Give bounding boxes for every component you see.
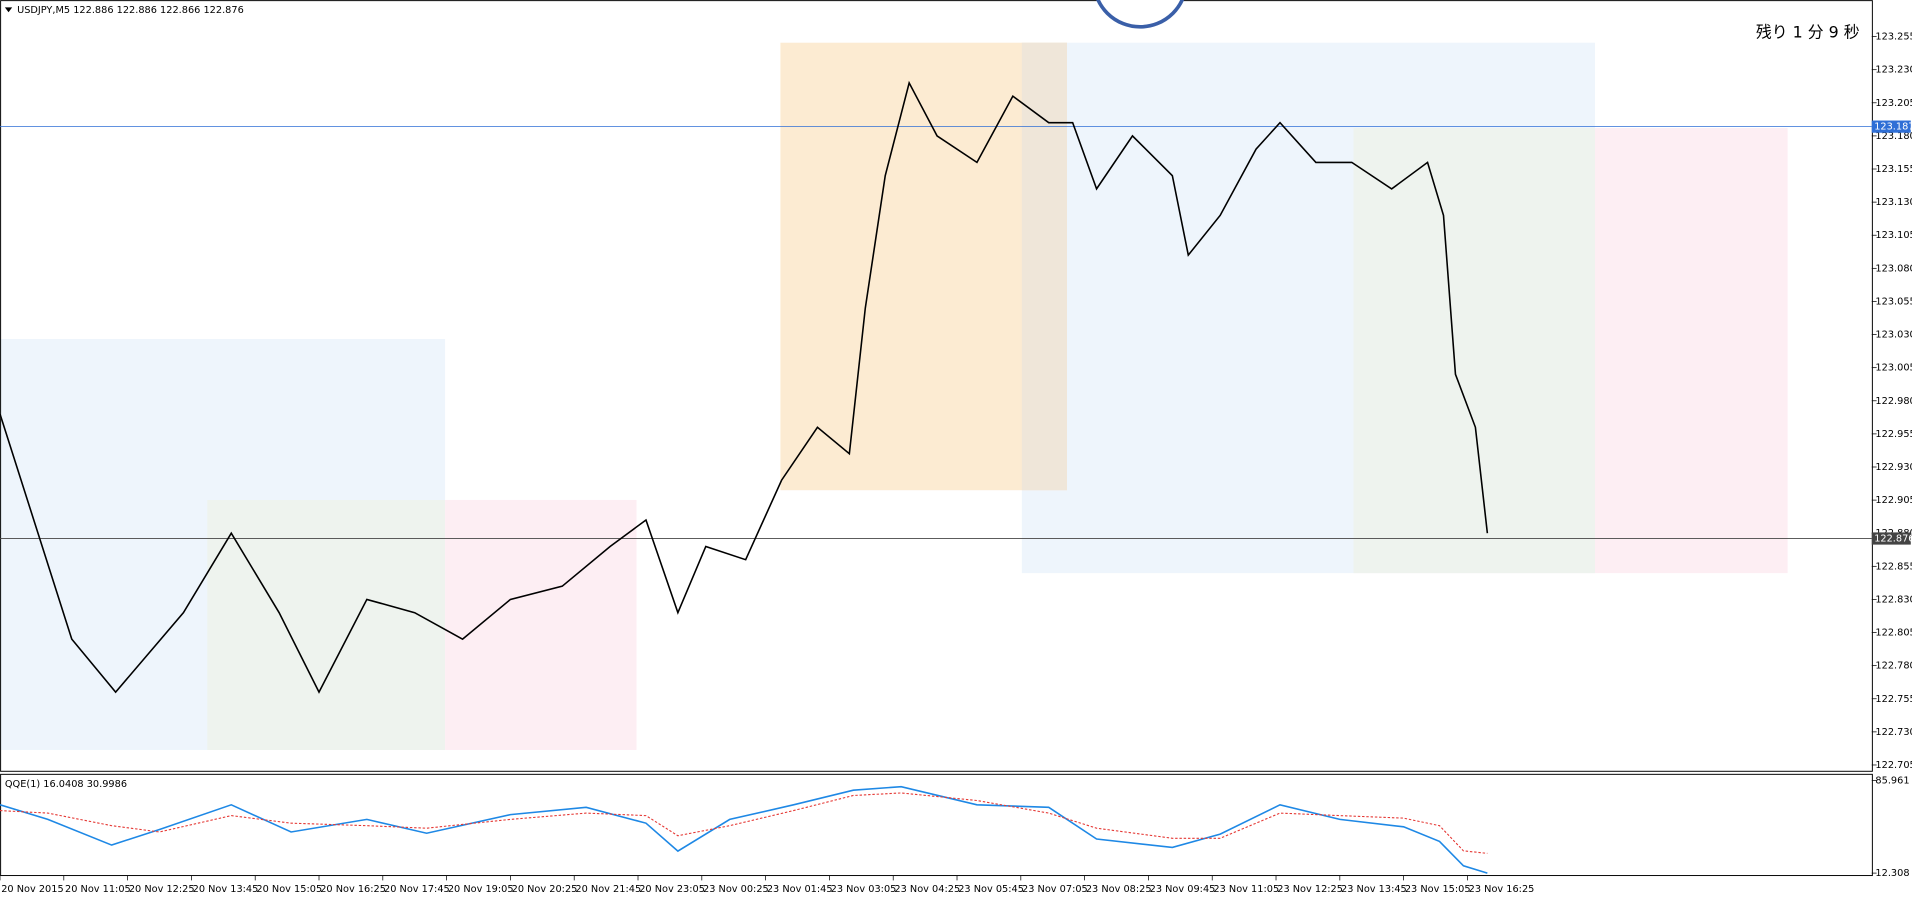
y-tick-label: 122.705 bbox=[1875, 760, 1912, 771]
x-tick-label: 20 Nov 20:25 bbox=[512, 884, 578, 895]
y-tick-label: 123.105 bbox=[1875, 230, 1912, 241]
zone bbox=[1353, 128, 1595, 574]
y-tick-label: 123.155 bbox=[1875, 164, 1912, 175]
series-line bbox=[0, 792, 1488, 854]
y-tick-label: 123.005 bbox=[1875, 363, 1912, 374]
x-tick-label: 20 Nov 21:45 bbox=[575, 884, 641, 895]
y-tick-label: 123.080 bbox=[1875, 263, 1912, 274]
y-tick-label: 85.961 bbox=[1875, 775, 1909, 786]
x-tick-label: 23 Nov 01:45 bbox=[767, 884, 833, 895]
zone bbox=[1594, 128, 1788, 574]
price-label-bg bbox=[1871, 120, 1911, 133]
main-panel-frame bbox=[0, 0, 1873, 772]
x-tick-label: 20 Nov 2015 bbox=[1, 884, 63, 895]
y-tick-label: 123.230 bbox=[1875, 65, 1912, 76]
clock-icon bbox=[1096, 0, 1185, 29]
y-tick-label: 122.905 bbox=[1875, 495, 1912, 506]
y-tick-label: 122.855 bbox=[1875, 561, 1912, 572]
y-tick-label: 123.055 bbox=[1875, 296, 1912, 307]
y-tick-label: 12.308 bbox=[1875, 868, 1909, 879]
menu-triangle bbox=[4, 7, 13, 13]
x-tick-label: 20 Nov 16:25 bbox=[320, 884, 386, 895]
bar-timer: 残り 1 分 9 秒 bbox=[1756, 22, 1860, 41]
x-tick-label: 20 Nov 15:05 bbox=[256, 884, 322, 895]
qqe-panel-frame bbox=[0, 773, 1873, 877]
x-tick-label: 23 Nov 07:05 bbox=[1022, 884, 1088, 895]
symbol-info: USDJPY,M5 122.886 122.886 122.866 122.87… bbox=[17, 5, 244, 16]
x-tick-label: 20 Nov 12:25 bbox=[129, 884, 195, 895]
zone bbox=[1021, 42, 1067, 491]
y-tick-label: 122.780 bbox=[1875, 661, 1912, 672]
x-tick-label: 20 Nov 11:05 bbox=[65, 884, 131, 895]
x-tick-label: 20 Nov 13:45 bbox=[193, 884, 259, 895]
zone bbox=[445, 499, 637, 750]
y-tick-label: 122.805 bbox=[1875, 628, 1912, 639]
x-tick-label: 20 Nov 17:45 bbox=[384, 884, 450, 895]
x-tick-label: 23 Nov 12:25 bbox=[1277, 884, 1343, 895]
y-tick-label: 122.730 bbox=[1875, 727, 1912, 738]
y-tick-label: 122.755 bbox=[1875, 694, 1912, 705]
y-tick-label: 123.255 bbox=[1875, 32, 1912, 43]
y-tick-label: 123.205 bbox=[1875, 98, 1912, 109]
zone bbox=[207, 499, 446, 750]
x-tick-label: 23 Nov 03:05 bbox=[831, 884, 897, 895]
price-label: 123.187 bbox=[1874, 122, 1912, 133]
zone bbox=[780, 42, 1067, 491]
y-tick-label: 122.980 bbox=[1875, 396, 1912, 407]
y-tick-label: 123.180 bbox=[1875, 131, 1912, 142]
series-line bbox=[0, 80, 1489, 694]
x-tick-label: 23 Nov 00:25 bbox=[703, 884, 769, 895]
qqe-title: QQE(1) 16.0408 30.9986 bbox=[5, 779, 127, 790]
x-tick-label: 23 Nov 11:05 bbox=[1213, 884, 1279, 895]
x-tick-label: 23 Nov 08:25 bbox=[1086, 884, 1152, 895]
x-tick-label: 20 Nov 23:05 bbox=[639, 884, 705, 895]
y-tick-label: 123.130 bbox=[1875, 197, 1912, 208]
x-tick-label: 23 Nov 13:45 bbox=[1341, 884, 1407, 895]
x-tick-label: 23 Nov 05:45 bbox=[958, 884, 1024, 895]
x-tick-label: 20 Nov 19:05 bbox=[448, 884, 514, 895]
x-tick-label: 23 Nov 04:25 bbox=[894, 884, 960, 895]
x-tick-label: 23 Nov 15:05 bbox=[1405, 884, 1471, 895]
y-tick-label: 122.930 bbox=[1875, 462, 1912, 473]
price-label-bg bbox=[1871, 532, 1911, 545]
y-tick-label: 122.955 bbox=[1875, 429, 1912, 440]
y-tick-label: 122.830 bbox=[1875, 594, 1912, 605]
x-tick-label: 23 Nov 09:45 bbox=[1150, 884, 1216, 895]
x-tick-label: 23 Nov 16:25 bbox=[1469, 884, 1535, 895]
y-tick-label: 123.030 bbox=[1875, 330, 1912, 341]
price-label: 122.876 bbox=[1874, 534, 1912, 545]
